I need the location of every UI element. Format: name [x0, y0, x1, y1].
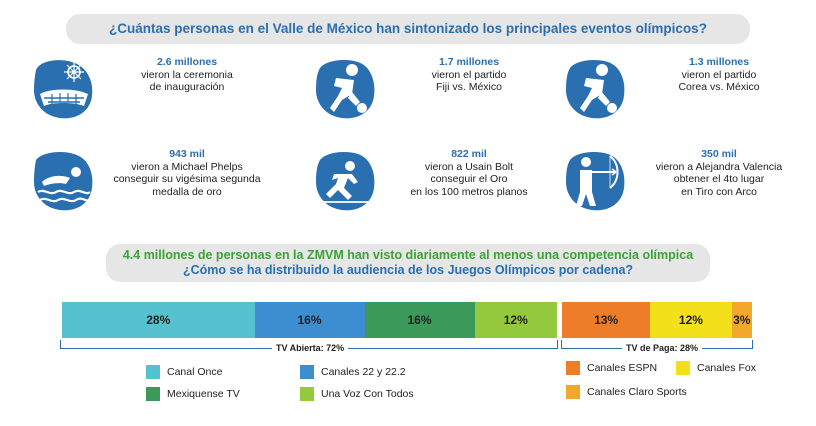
event-description: vieron el partido Fiji vs. México: [431, 68, 507, 94]
audience-headline: 4.4 millones de personas en la ZMVM han …: [122, 248, 694, 262]
event-corea-mexico: 1.3 millones vieron el partido Corea vs.…: [562, 56, 812, 126]
legend-swatch: [146, 365, 160, 379]
legend-label: Canales ESPN: [587, 362, 658, 374]
question-text: ¿Cuántas personas en el Valle de México …: [109, 21, 707, 36]
event-valencia: 350 mil vieron a Alejandra Valencia obte…: [562, 148, 812, 218]
football-player-icon: [316, 60, 375, 119]
bar-value-label: 3%: [733, 313, 751, 327]
bar-value-label: 12%: [678, 313, 703, 327]
swimmer-icon: [34, 152, 93, 211]
bar-segment-canales-claro-sports: 3%: [731, 302, 752, 338]
legend-swatch: [300, 365, 314, 379]
legend-item-claro: Canales Claro Sports: [566, 384, 687, 400]
bar-segment-mexiquense-tv: 16%: [364, 302, 475, 338]
bar-segment-canal-once: 28%: [62, 302, 255, 338]
event-number: 1.3 millones: [688, 56, 750, 68]
legend-swatch: [300, 387, 314, 401]
legend-item-espn: Canales ESPN: [566, 360, 657, 376]
event-fiji-mexico: 1.7 millones vieron el partido Fiji vs. …: [312, 56, 562, 126]
event-number: 943 mil: [169, 148, 205, 160]
sprinter-icon: [316, 152, 375, 211]
event-inauguracion: 2.6 millones vieron la ceremonia de inau…: [30, 56, 280, 126]
football-player-icon: [566, 60, 625, 119]
event-number: 822 mil: [451, 148, 487, 160]
legend-swatch: [566, 361, 580, 375]
bar-segment-canales-22-y-22-2: 16%: [254, 302, 365, 338]
event-number: 2.6 millones: [156, 56, 218, 68]
event-description: vieron el partido Corea vs. México: [678, 68, 760, 94]
legend-label: Mexiquense TV: [167, 388, 240, 400]
bar-segment-canales-fox: 12%: [650, 302, 732, 338]
event-number: 1.7 millones: [438, 56, 500, 68]
event-description: vieron a Alejandra Valencia obtener el 4…: [655, 160, 783, 198]
legend-label: Canal Once: [167, 366, 223, 378]
audience-banner: 4.4 millones de personas en la ZMVM han …: [106, 244, 710, 282]
bar-segment-canales-espn: 13%: [562, 302, 651, 338]
event-description: vieron la ceremonia de inauguración: [141, 68, 233, 94]
legend-swatch: [566, 385, 580, 399]
legend-item-una-voz: Una Voz Con Todos: [300, 386, 414, 402]
legend-item-fox: Canales Fox: [676, 360, 756, 376]
question-banner: ¿Cuántas personas en el Valle de México …: [66, 14, 750, 44]
legend-label: Una Voz Con Todos: [321, 388, 414, 400]
audience-question: ¿Cómo se ha distribuido la audiencia de …: [182, 263, 634, 277]
legend-item-canal-once: Canal Once: [146, 364, 222, 380]
bar-value-label: 16%: [297, 313, 322, 327]
legend-label: Canales 22 y 22.2: [321, 366, 406, 378]
event-description: vieron a Michael Phelps conseguir su vig…: [113, 160, 261, 198]
legend-label: Canales Fox: [697, 362, 756, 374]
archer-icon: [566, 152, 625, 211]
bar-segment-una-voz-con-todos: 12%: [474, 302, 557, 338]
bar-value-label: 28%: [146, 313, 171, 327]
bar-tv-paga: 13% 12% 3%: [562, 302, 752, 338]
bar-value-label: 13%: [594, 313, 619, 327]
bar-value-label: 12%: [503, 313, 528, 327]
bar-value-label: 16%: [407, 313, 432, 327]
event-number: 350 mil: [701, 148, 737, 160]
legend-swatch: [676, 361, 690, 375]
bar-tv-abierta: 28% 16% 16% 12%: [62, 302, 557, 338]
legend-item-canales-22: Canales 22 y 22.2: [300, 364, 406, 380]
event-description: vieron a Usain Bolt conseguir el Oro en …: [410, 160, 528, 198]
event-bolt: 822 mil vieron a Usain Bolt conseguir el…: [312, 148, 562, 218]
legend-swatch: [146, 387, 160, 401]
legend-item-mexiquense: Mexiquense TV: [146, 386, 240, 402]
group-label-tv-abierta: TV Abierta: 72%: [272, 343, 349, 353]
stadium-icon: [34, 60, 93, 119]
legend-label: Canales Claro Sports: [587, 386, 687, 398]
event-phelps: 943 mil vieron a Michael Phelps consegui…: [30, 148, 280, 218]
group-label-tv-paga: TV de Paga: 28%: [622, 343, 703, 353]
